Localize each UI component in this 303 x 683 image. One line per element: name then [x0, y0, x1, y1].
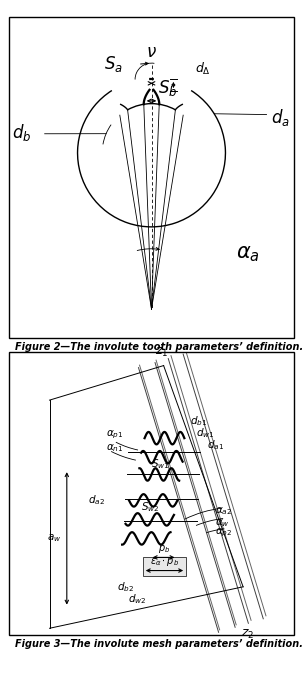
Text: $d_{b1}$: $d_{b1}$ [189, 414, 207, 428]
Text: $d_{a2}$: $d_{a2}$ [88, 494, 105, 507]
Text: $S_{w1}$: $S_{w1}$ [151, 457, 169, 471]
Text: $d_{a1}$: $d_{a1}$ [207, 438, 224, 452]
Text: $d_{b2}$: $d_{b2}$ [117, 580, 134, 594]
Text: $\alpha_a$: $\alpha_a$ [236, 245, 260, 264]
Bar [143, 557, 186, 576]
Text: $\alpha_{p1}$: $\alpha_{p1}$ [106, 428, 124, 441]
Text: $a_w$: $a_w$ [47, 533, 62, 544]
Text: $\alpha_{p2}$: $\alpha_{p2}$ [215, 527, 233, 540]
Text: $\alpha_{n1}$: $\alpha_{n1}$ [106, 443, 124, 454]
Text: Figure 3—The involute mesh parameters’ definition.: Figure 3—The involute mesh parameters’ d… [15, 639, 303, 649]
Text: $d_b$: $d_b$ [12, 122, 31, 143]
Text: $d_{w2}$: $d_{w2}$ [128, 592, 147, 606]
Text: $S_b$: $S_b$ [158, 78, 178, 98]
Text: $z_2$: $z_2$ [241, 628, 255, 641]
Text: $\alpha_w$: $\alpha_w$ [215, 517, 230, 529]
Text: $S_a$: $S_a$ [104, 53, 123, 74]
Text: $p_b$: $p_b$ [158, 543, 170, 555]
Text: $d_a$: $d_a$ [271, 107, 290, 128]
Text: $d_{w1}$: $d_{w1}$ [196, 426, 215, 440]
Text: $\varepsilon_\alpha \cdot p_b$: $\varepsilon_\alpha \cdot p_b$ [150, 556, 179, 568]
Text: $\alpha_{a2}$: $\alpha_{a2}$ [215, 505, 233, 516]
Text: $z_1$: $z_1$ [155, 346, 168, 359]
Text: $S_{w2}$: $S_{w2}$ [141, 501, 159, 514]
Text: Figure 2—The involute tooth parameters’ definition.: Figure 2—The involute tooth parameters’ … [15, 342, 303, 352]
Text: $d_\Delta$: $d_\Delta$ [195, 61, 211, 76]
Text: $\nu$: $\nu$ [146, 44, 157, 61]
